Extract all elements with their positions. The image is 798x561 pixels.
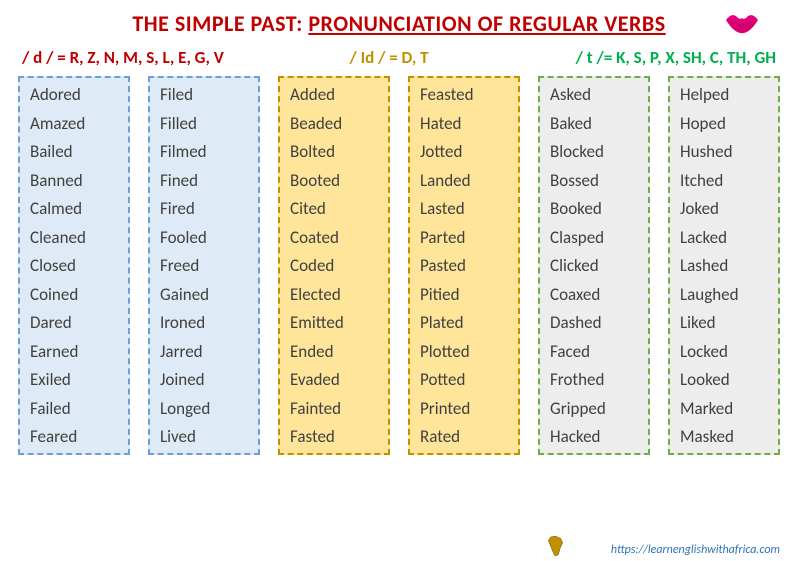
- word: Rated: [420, 426, 510, 447]
- word: Filed: [160, 84, 250, 105]
- word: Joined: [160, 369, 250, 390]
- word: Locked: [680, 341, 770, 362]
- word: Asked: [550, 84, 640, 105]
- word: Freed: [160, 255, 250, 276]
- column-t-1: Asked Baked Blocked Bossed Booked Clasped Clic…: [538, 76, 650, 455]
- word: Lashed: [680, 255, 770, 276]
- word: Clasped: [550, 227, 640, 248]
- word: Plated: [420, 312, 510, 333]
- word: Hushed: [680, 141, 770, 162]
- header-d: / d / = R, Z, N, M, S, L, E, G, V: [22, 47, 262, 68]
- word: Joked: [680, 198, 770, 219]
- category-headers: / d / = R, Z, N, M, S, L, E, G, V / Id /…: [18, 47, 780, 68]
- word: Itched: [680, 170, 770, 191]
- word: Parted: [420, 227, 510, 248]
- header-t: / t /= K, S, P, X, SH, C, TH, GH: [516, 47, 776, 68]
- word: Pasted: [420, 255, 510, 276]
- lips-icon: [721, 10, 763, 34]
- word: Fasted: [290, 426, 380, 447]
- word: Clicked: [550, 255, 640, 276]
- word: Pitied: [420, 284, 510, 305]
- title-bar: THE SIMPLE PAST: PRONUNCIATION OF REGULA…: [18, 10, 780, 37]
- word: Dashed: [550, 312, 640, 333]
- word: Fined: [160, 170, 250, 191]
- columns-container: Adored Amazed Bailed Banned Calmed Cleaned Clo…: [18, 76, 780, 455]
- column-d-1: Adored Amazed Bailed Banned Calmed Cleaned Clo…: [18, 76, 130, 455]
- word: Bailed: [30, 141, 120, 162]
- word: Jarred: [160, 341, 250, 362]
- word: Filmed: [160, 141, 250, 162]
- word: Gripped: [550, 398, 640, 419]
- word: Printed: [420, 398, 510, 419]
- word: Fainted: [290, 398, 380, 419]
- word: Bossed: [550, 170, 640, 191]
- column-t-2: Helped Hoped Hushed Itched Joked Lacked Lashed…: [668, 76, 780, 455]
- column-id-2: Feasted Hated Jotted Landed Lasted Parted Past…: [408, 76, 520, 455]
- word: Baked: [550, 113, 640, 134]
- word: Landed: [420, 170, 510, 191]
- word: Feasted: [420, 84, 510, 105]
- word: Coaxed: [550, 284, 640, 305]
- word: Frothed: [550, 369, 640, 390]
- word: Faced: [550, 341, 640, 362]
- word: Earned: [30, 341, 120, 362]
- word: Closed: [30, 255, 120, 276]
- word: Filled: [160, 113, 250, 134]
- word: Calmed: [30, 198, 120, 219]
- word: Jotted: [420, 141, 510, 162]
- title-main: PRONUNCIATION OF REGULAR VERBS: [308, 10, 665, 37]
- page-title: THE SIMPLE PAST: PRONUNCIATION OF REGULA…: [132, 10, 665, 37]
- word: Feared: [30, 426, 120, 447]
- footer-link[interactable]: https://learnenglishwithafrica.com: [611, 543, 780, 557]
- word: Ironed: [160, 312, 250, 333]
- word: Lacked: [680, 227, 770, 248]
- word: Looked: [680, 369, 770, 390]
- word: Gained: [160, 284, 250, 305]
- word: Emitted: [290, 312, 380, 333]
- word: Coded: [290, 255, 380, 276]
- word: Liked: [680, 312, 770, 333]
- africa-logo-icon: [544, 535, 566, 557]
- word: Banned: [30, 170, 120, 191]
- word: Booted: [290, 170, 380, 191]
- word: Masked: [680, 426, 770, 447]
- word: Cleaned: [30, 227, 120, 248]
- word: Coated: [290, 227, 380, 248]
- word: Exiled: [30, 369, 120, 390]
- word: Failed: [30, 398, 120, 419]
- word: Evaded: [290, 369, 380, 390]
- word: Ended: [290, 341, 380, 362]
- header-id: / Id / = D, T: [269, 47, 509, 68]
- word: Potted: [420, 369, 510, 390]
- word: Beaded: [290, 113, 380, 134]
- word: Cited: [290, 198, 380, 219]
- word: Marked: [680, 398, 770, 419]
- word: Hated: [420, 113, 510, 134]
- word: Plotted: [420, 341, 510, 362]
- column-d-2: Filed Filled Filmed Fined Fired Fooled Freed Ga…: [148, 76, 260, 455]
- word: Adored: [30, 84, 120, 105]
- word: Elected: [290, 284, 380, 305]
- word: Hoped: [680, 113, 770, 134]
- word: Lasted: [420, 198, 510, 219]
- title-prefix: THE SIMPLE PAST:: [132, 10, 308, 37]
- word: Lived: [160, 426, 250, 447]
- word: Helped: [680, 84, 770, 105]
- word: Coined: [30, 284, 120, 305]
- word: Laughed: [680, 284, 770, 305]
- word: Hacked: [550, 426, 640, 447]
- word: Added: [290, 84, 380, 105]
- word: Fooled: [160, 227, 250, 248]
- word: Blocked: [550, 141, 640, 162]
- word: Fired: [160, 198, 250, 219]
- word: Dared: [30, 312, 120, 333]
- column-id-1: Added Beaded Bolted Booted Cited Coated Coded E…: [278, 76, 390, 455]
- word: Bolted: [290, 141, 380, 162]
- word: Amazed: [30, 113, 120, 134]
- word: Booked: [550, 198, 640, 219]
- word: Longed: [160, 398, 250, 419]
